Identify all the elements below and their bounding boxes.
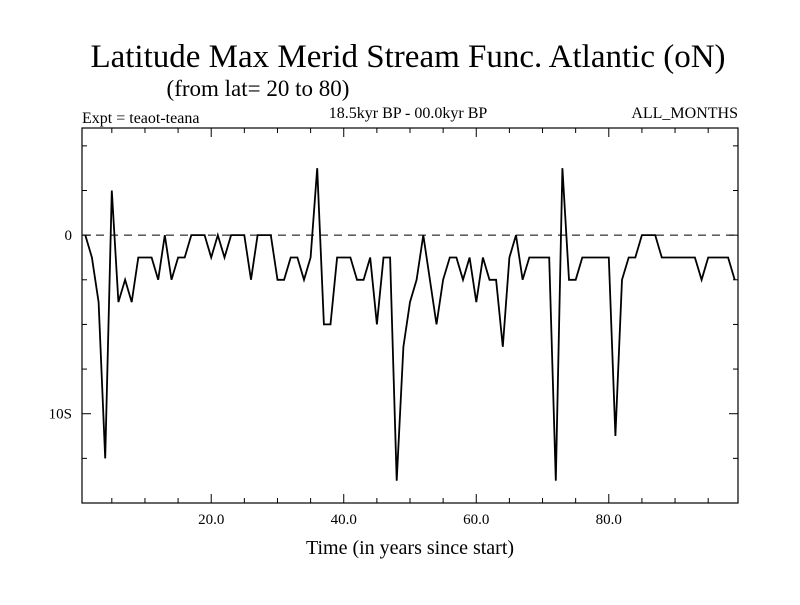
series-line-latitude bbox=[84, 168, 736, 481]
period-label: 18.5kyr BP - 00.0kyr BP bbox=[329, 105, 488, 122]
months-label: ALL_MONTHS bbox=[631, 105, 738, 122]
axes bbox=[82, 128, 738, 503]
x-tick-label: 60.0 bbox=[463, 512, 489, 528]
chart-title: Latitude Max Merid Stream Func. Atlantic… bbox=[90, 39, 725, 75]
y-tick-label: 0 bbox=[65, 228, 73, 244]
plot-frame bbox=[81, 127, 739, 504]
x-tick-label: 40.0 bbox=[331, 512, 357, 528]
chart-subtitle: (from lat= 20 to 80) bbox=[167, 76, 350, 101]
y-tick-label: 10S bbox=[49, 407, 72, 423]
x-tick-label: 80.0 bbox=[596, 512, 622, 528]
x-axis-label: Time (in years since start) bbox=[306, 537, 514, 559]
x-tick-label: 20.0 bbox=[198, 512, 224, 528]
experiment-label: Expt = teaot-teana bbox=[82, 110, 199, 127]
series-layer bbox=[84, 168, 736, 481]
tick-labels: 20.0 40.0 60.0 80.0 0 10S bbox=[49, 228, 622, 528]
